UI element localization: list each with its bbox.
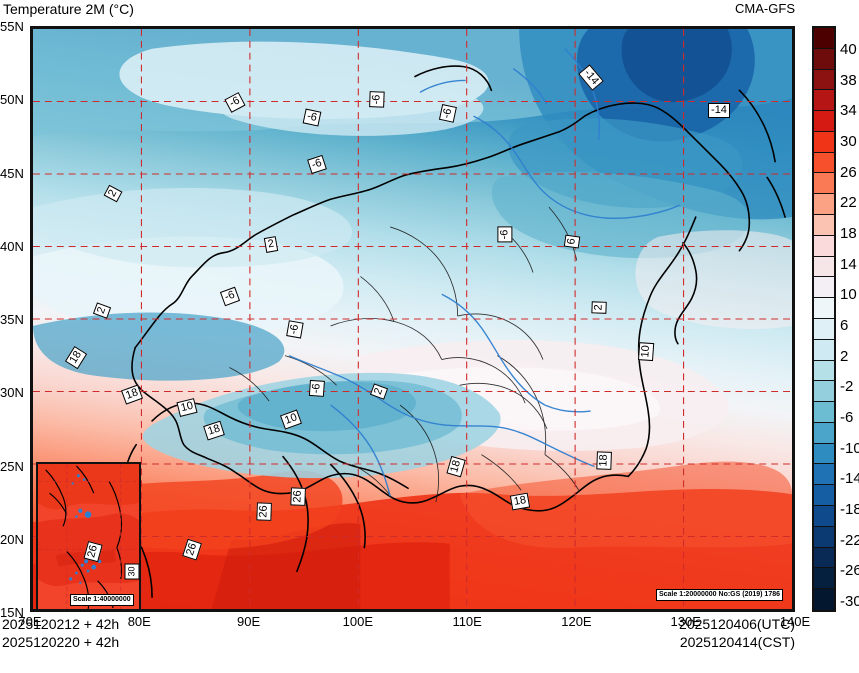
colorbar-segment <box>814 402 834 423</box>
contour-label: 2 <box>591 301 608 315</box>
colorbar-segment <box>814 69 834 91</box>
colorbar-tick-40: 40 <box>840 41 857 58</box>
lon-tick-120E: 120E <box>561 614 592 629</box>
contour-label: 6 <box>563 234 581 249</box>
colorbar-segment <box>814 443 834 465</box>
page-title: Temperature 2M (°C) <box>3 1 134 17</box>
lat-tick-25N: 25N <box>0 458 24 474</box>
lat-tick-40N: 40N <box>0 238 24 254</box>
colorbar-segment <box>814 194 834 216</box>
colorbar-segment <box>814 131 834 153</box>
lon-tick-130E: 130E <box>670 614 701 629</box>
colorbar-tick--18: -18 <box>840 501 859 518</box>
colorbar-tick--10: -10 <box>840 439 859 457</box>
footer-valid-utc: 2025120406(UTC) <box>679 616 795 632</box>
inset-field <box>38 464 139 609</box>
colorbar-segment <box>814 568 834 590</box>
colorbar-tick-14: 14 <box>840 255 857 273</box>
temperature-map[interactable]: -6 -6 -6 -6 -6 -14 -14 2 2 2 -6 -6 -6 6 2 10 18 18 10 -6 18 1… <box>30 26 795 612</box>
colorbar-tick-38: 38 <box>840 71 857 89</box>
colorbar-tick--2: -2 <box>840 378 854 396</box>
colorbar-segment <box>814 215 834 236</box>
lon-tick-80E: 80E <box>127 614 151 629</box>
colorbar-segment <box>814 48 834 70</box>
contour-label: 26 <box>290 487 307 507</box>
contour-label: 18 <box>596 450 613 470</box>
colorbar-segment <box>814 111 834 132</box>
model-label: CMA-GFS <box>735 1 795 16</box>
colorbar-tick-26: 26 <box>840 163 857 181</box>
contour-label: -6 <box>302 108 321 127</box>
lat-tick-30N: 30N <box>0 385 24 401</box>
contour-label: -6 <box>286 320 304 339</box>
lon-tick-110E: 110E <box>452 614 482 629</box>
colorbar-segment <box>814 360 834 382</box>
colorbar-tick-34: 34 <box>840 102 857 120</box>
colorbar-segment <box>814 381 834 403</box>
temperature-colorbar[interactable] <box>812 26 836 612</box>
colorbar-segment <box>814 422 834 444</box>
colorbar-tick-6: 6 <box>840 317 849 334</box>
contour-label: -6 <box>497 226 513 243</box>
colorbar-segment <box>814 464 834 486</box>
colorbar-segment <box>814 547 834 569</box>
contour-label: -6 <box>369 91 385 108</box>
colorbar-segment <box>814 589 834 610</box>
graticule <box>33 29 792 609</box>
colorbar-tick--30: -30 <box>840 593 859 610</box>
contour-label: 10 <box>638 342 655 362</box>
colorbar-segment <box>814 485 834 506</box>
colorbar-segment <box>814 526 834 548</box>
map-plot-area: -6 -6 -6 -6 -6 -14 -14 2 2 2 -6 -6 -6 6 2 10 18 18 10 -6 18 1… <box>33 29 792 609</box>
colorbar-tick-2: 2 <box>840 347 849 365</box>
lat-tick-15N: 15N <box>0 605 24 620</box>
south-china-sea-inset: 26 30 <box>36 462 141 609</box>
colorbar-segment <box>814 256 834 278</box>
lon-tick-70E: 70E <box>18 614 42 629</box>
lat-tick-20N: 20N <box>0 531 24 547</box>
colorbar-segment <box>814 318 834 340</box>
footer-init-cst: 2025120220 + 42h <box>2 634 120 650</box>
colorbar-segment <box>814 277 834 299</box>
colorbar-segment <box>814 235 834 257</box>
footer-init-utc: 2025120212 + 42h <box>2 616 120 632</box>
inset-scale-label: Scale 1:40000000 <box>70 594 134 606</box>
colorbar-tick--22: -22 <box>840 531 859 549</box>
lat-tick-50N: 50N <box>0 92 24 108</box>
colorbar-segment <box>814 298 834 319</box>
main-scale-label: Scale 1:20000000 No:GS (2019) 1786 <box>655 589 783 601</box>
contour-label: 18 <box>510 492 531 511</box>
colorbar-segment <box>814 152 834 174</box>
lon-tick-100E: 100E <box>342 614 374 629</box>
colorbar-tick-18: 18 <box>840 225 857 242</box>
footer-valid-cst: 2025120414(CST) <box>679 634 795 650</box>
lat-tick-55N: 55N <box>0 19 24 34</box>
colorbar-tick-22: 22 <box>840 194 857 212</box>
colorbar-segment <box>814 28 834 49</box>
colorbar-tick--6: -6 <box>840 409 854 426</box>
lon-tick-140E: 140E <box>779 614 811 629</box>
lon-tick-90E: 90E <box>236 614 261 629</box>
lat-tick-45N: 45N <box>0 165 24 181</box>
contour-label: 26 <box>255 502 272 521</box>
colorbar-segment <box>814 90 834 112</box>
colorbar-segment <box>814 173 834 195</box>
contour-label: -14 <box>708 102 730 118</box>
inset-contour-label-30: 30 <box>124 563 139 580</box>
colorbar-tick--26: -26 <box>840 562 859 580</box>
lat-tick-35N: 35N <box>0 312 24 327</box>
colorbar-tick-30: 30 <box>840 133 857 150</box>
contour-label: -6 <box>308 380 326 397</box>
colorbar-segment <box>814 505 834 527</box>
colorbar-segment <box>814 339 834 361</box>
colorbar-tick--14: -14 <box>840 470 859 488</box>
colorbar-tick-10: 10 <box>840 286 857 304</box>
